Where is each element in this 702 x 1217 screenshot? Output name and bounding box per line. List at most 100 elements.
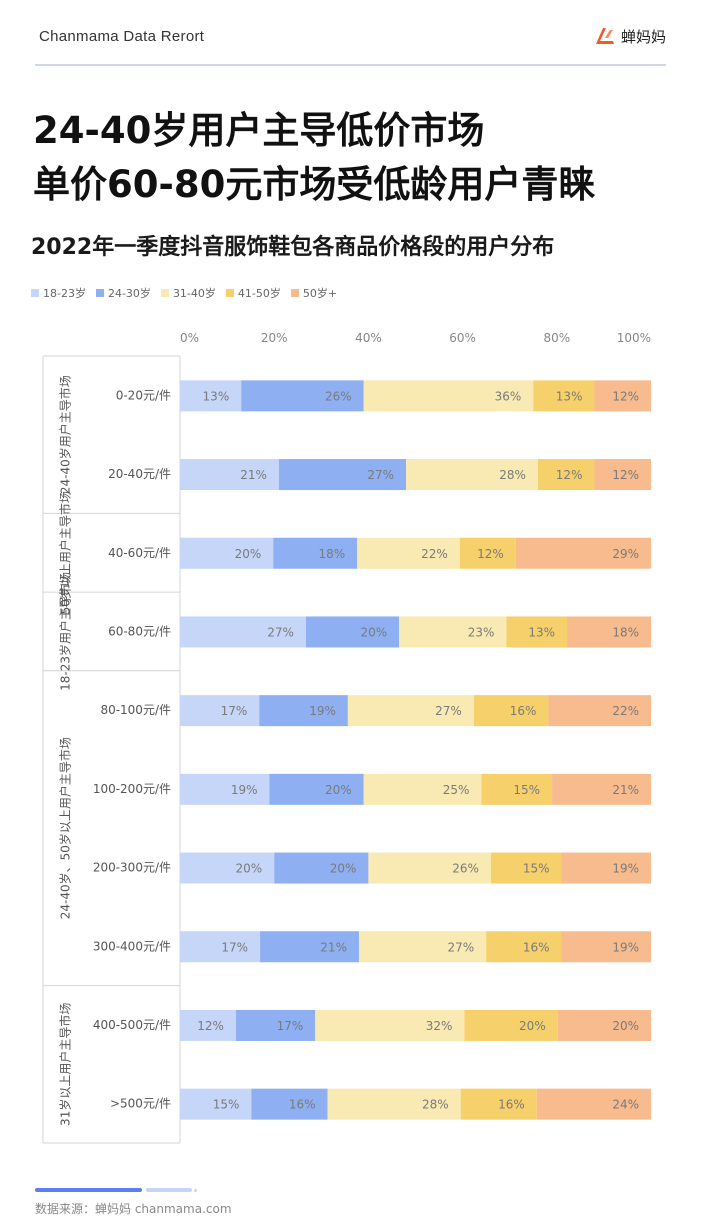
bar-segment	[486, 931, 562, 963]
bar-segment	[180, 537, 274, 569]
bar-segment	[241, 380, 364, 412]
data-label: 20%	[325, 783, 352, 797]
brand: 蝉妈妈	[593, 24, 666, 48]
report-header: Chanmama Data Rerort 蝉妈妈	[39, 28, 666, 58]
brand-name: 蝉妈妈	[620, 27, 666, 46]
data-label: 19%	[231, 783, 258, 797]
data-label: 16%	[498, 1098, 525, 1112]
x-tick-label: 40%	[355, 331, 382, 345]
data-label: 21%	[320, 940, 347, 954]
data-label: 17%	[221, 704, 248, 718]
bar-segment	[368, 852, 491, 884]
category-label: >500元/件	[110, 1097, 171, 1111]
data-label: 24%	[612, 1098, 639, 1112]
data-label: 26%	[452, 862, 479, 876]
bar-segment	[180, 380, 242, 412]
stacked-bar-chart: 0% 20% 40% 60% 80% 100% 24-40岁用户主导市场50岁以上用户主导市…	[42, 331, 651, 1144]
data-label: 12%	[197, 1019, 224, 1033]
data-label: 20%	[330, 862, 357, 876]
bar-segment	[594, 459, 651, 491]
bar-segment	[274, 852, 369, 884]
bar-segment	[180, 852, 275, 884]
data-label: 12%	[612, 389, 639, 403]
data-label: 13%	[528, 625, 555, 639]
x-tick-label: 80%	[543, 331, 570, 345]
legend-item: 24-30岁	[95, 285, 151, 301]
data-label: 27%	[447, 940, 474, 954]
data-label: 28%	[499, 468, 526, 482]
bar-segment	[180, 773, 270, 805]
chart-legend: 18-23岁 24-30岁 31-40岁 41-50岁 50岁+	[31, 285, 337, 301]
bar-segment	[399, 616, 507, 648]
legend-label: 50岁+	[302, 287, 338, 300]
x-tick-label: 20%	[261, 331, 288, 345]
bar-segment	[536, 1088, 651, 1120]
bar-segment	[363, 380, 534, 412]
category-label: 0-20元/件	[116, 388, 171, 402]
data-label: 15%	[523, 862, 550, 876]
category-label: 100-200元/件	[93, 782, 171, 796]
row-group-label: 24-40岁用户主导市场	[58, 375, 73, 494]
data-label: 27%	[435, 704, 462, 718]
bar-segment	[251, 1088, 328, 1120]
legend-label: 24-30岁	[107, 287, 151, 300]
legend-swatch	[225, 289, 234, 297]
data-label: 29%	[612, 547, 639, 561]
category-label: 80-100元/件	[100, 703, 171, 717]
bar-segment	[515, 537, 651, 569]
legend-swatch	[95, 289, 104, 297]
footer-accent-bar	[35, 1188, 142, 1192]
bar-segment	[533, 380, 595, 412]
data-label: 27%	[367, 468, 394, 482]
data-label: 17%	[277, 1019, 304, 1033]
data-source: 数据来源：蝉妈妈 chanmama.com	[35, 1202, 232, 1216]
data-label: 22%	[421, 547, 448, 561]
category-label: 20-40元/件	[108, 467, 171, 481]
bar-segment	[557, 1009, 651, 1041]
bar-segment	[561, 852, 651, 884]
row-group-label: 18-23岁用户主导市场	[58, 572, 73, 691]
bar-segment	[406, 459, 538, 491]
data-label: 18%	[612, 625, 639, 639]
footer-accent-bar-secondary	[146, 1188, 192, 1192]
bar-segment	[358, 931, 487, 963]
bar-segment	[180, 459, 279, 491]
data-label: 36%	[495, 389, 522, 403]
data-label: 21%	[612, 783, 639, 797]
category-label: 40-60元/件	[108, 546, 171, 560]
data-label: 27%	[267, 625, 294, 639]
legend-item: 18-23岁	[31, 285, 86, 301]
data-label: 12%	[612, 468, 639, 482]
data-label: 13%	[203, 389, 230, 403]
x-tick-label: 100%	[617, 331, 651, 345]
bar-segment	[235, 1009, 316, 1041]
category-label: 300-400元/件	[93, 939, 171, 953]
brand-logo-icon	[595, 28, 614, 44]
x-tick-label: 60%	[449, 331, 476, 345]
legend-swatch	[290, 289, 299, 297]
bar-segment	[180, 616, 306, 648]
row-group-label: 24-40岁、50岁以上用户主导市场	[58, 737, 73, 919]
bar-segment	[327, 1088, 461, 1120]
data-label: 25%	[443, 783, 470, 797]
data-label: 15%	[513, 783, 540, 797]
data-label: 32%	[426, 1019, 453, 1033]
legend-item: 31-40岁	[160, 285, 216, 301]
bar-segment	[460, 1088, 537, 1120]
bar-segment	[594, 380, 651, 412]
chart-title: 2022年一季度抖音服饰鞋包各商品价格段的用户分布	[31, 235, 555, 260]
bar-segment	[259, 695, 348, 727]
bar-segment	[490, 852, 562, 884]
bar-segment	[481, 773, 553, 805]
bar-segment	[506, 616, 568, 648]
legend-swatch	[160, 289, 169, 297]
x-tick-label: 0%	[180, 331, 199, 345]
row-group-label: 31岁以上用户主导市场	[58, 1003, 73, 1126]
bar-segment	[278, 459, 407, 491]
bar-segment	[273, 537, 358, 569]
page-headline: 24-40岁用户主导低价市场 单价60-80元市场受低龄用户青睐	[33, 104, 673, 212]
bar-segment	[464, 1009, 558, 1041]
bar-segment	[357, 537, 460, 569]
data-label: 19%	[612, 940, 639, 954]
bar-segment	[567, 616, 651, 648]
